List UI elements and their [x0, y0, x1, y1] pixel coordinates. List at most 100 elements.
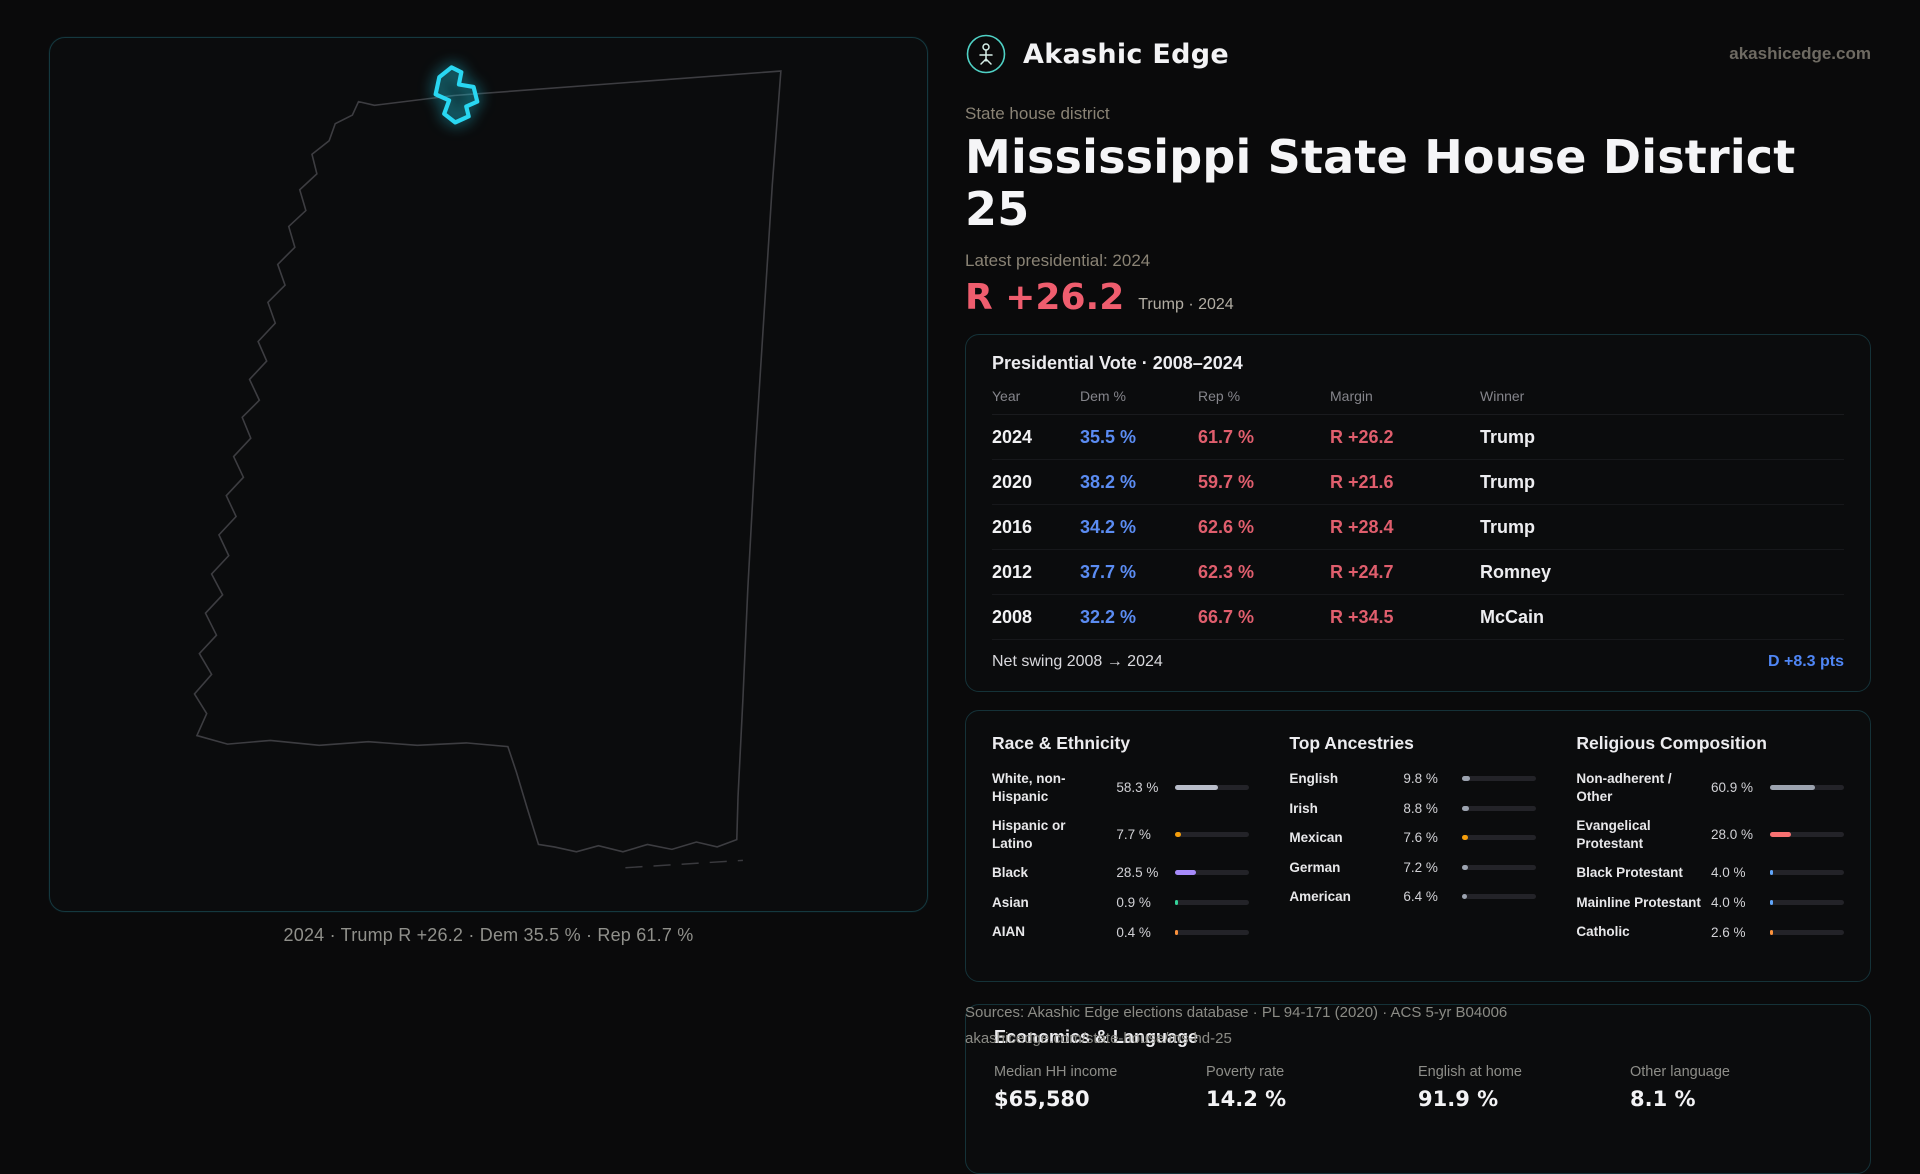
cell-dem: 35.5 %: [1080, 414, 1198, 461]
demo-bar-fill: [1175, 929, 1178, 935]
demo-value: 2.6 %: [1711, 924, 1746, 940]
brand-header: Akashic Edge akashicedge.com: [965, 30, 1871, 78]
page: 2024 · Trump R +26.2 · Dem 35.5 % · Rep …: [49, 34, 1871, 1174]
econ-stat-value: 91.9 %: [1418, 1087, 1499, 1112]
demo-bar: [1462, 894, 1537, 900]
pres-vote-row: 2020 38.2 % 59.7 % R +21.6 Trump: [992, 459, 1844, 506]
economics-title: Economics & Language: [994, 1027, 1199, 1048]
col-header-winner: Winner: [1480, 376, 1844, 416]
demo-value: 28.0 %: [1711, 827, 1754, 843]
pres-vote-row: 2008 32.2 % 66.7 % R +34.5 McCain: [992, 594, 1844, 641]
demo-row: American 6.4 %: [1289, 882, 1537, 912]
econ-stat-label: Other language: [1630, 1064, 1730, 1081]
econ-stat: Poverty rate 14.2 %: [1206, 1064, 1418, 1111]
demo-value: 60.9 %: [1711, 780, 1754, 796]
demo-bar: [1770, 900, 1844, 906]
demo-row: English 9.8 %: [1289, 764, 1537, 794]
demo-label: English: [1289, 771, 1339, 787]
demo-bar-fill: [1770, 870, 1773, 876]
demo-label: Irish: [1289, 800, 1318, 816]
cell-margin: R +28.4: [1330, 504, 1480, 551]
barrier-islands: [625, 859, 743, 869]
demo-bar-fill: [1770, 785, 1816, 791]
cell-winner: Trump: [1480, 414, 1844, 461]
demo-value: 28.5 %: [1116, 865, 1159, 881]
cell-rep: 59.7 %: [1198, 459, 1330, 506]
demo-label: Hispanic or Latino: [992, 818, 1066, 851]
demo-bar-fill: [1175, 832, 1182, 838]
econ-stat-value: 8.1 %: [1630, 1087, 1696, 1112]
headline-margin-sub: Trump · 2024: [1138, 296, 1234, 314]
state-outline: [193, 70, 782, 853]
demo-row: Asian 0.9 %: [992, 888, 1250, 918]
demo-section: Race & Ethnicity White, non-Hispanic 58.3 …: [992, 733, 1250, 963]
cell-margin: R +24.7: [1330, 549, 1480, 596]
brand-name: Akashic Edge: [1023, 38, 1230, 70]
presidential-vote-table: Year Dem % Rep % Margin Winner 2024 35.5 % 61.…: [992, 376, 1844, 641]
sources-permalink[interactable]: akashicedge.com/state-house/ms-hd-25: [965, 1030, 1232, 1047]
demo-label: Black: [992, 865, 1029, 881]
col-header-margin: Margin: [1330, 376, 1480, 416]
demo-bar-fill: [1462, 805, 1469, 811]
demo-row: Irish 8.8 %: [1289, 794, 1537, 824]
demo-value: 9.8 %: [1403, 771, 1438, 787]
demo-bar: [1770, 832, 1844, 838]
demo-section-title: Race & Ethnicity: [992, 733, 1131, 754]
district-map-panel: [49, 37, 928, 912]
domain-link[interactable]: akashicedge.com: [1729, 44, 1871, 63]
cell-year: 2008: [992, 594, 1080, 641]
econ-stat-label: Poverty rate: [1206, 1064, 1285, 1081]
cell-rep: 62.6 %: [1198, 504, 1330, 551]
demo-value: 7.7 %: [1116, 827, 1151, 843]
demo-bar-fill: [1462, 776, 1470, 782]
headline-margin-value: R +26.2: [965, 277, 1125, 319]
demo-bar-fill: [1462, 835, 1468, 841]
demo-bar-fill: [1770, 832, 1791, 838]
demo-bar: [1462, 805, 1537, 811]
demo-section-title: Top Ancestries: [1289, 733, 1414, 754]
demo-bar-fill: [1175, 900, 1178, 906]
demo-value: 8.8 %: [1403, 800, 1438, 816]
demo-label: Asian: [992, 894, 1029, 910]
report-column: Akashic Edge akashicedge.com State house…: [965, 30, 1871, 1174]
demo-row: German 7.2 %: [1289, 853, 1537, 883]
demo-value: 7.2 %: [1403, 859, 1438, 875]
headline-margin-row: R +26.2 Trump · 2024: [965, 277, 1871, 318]
demo-bar: [1175, 870, 1250, 876]
demo-bar: [1175, 900, 1250, 906]
demo-label: Non-adherent / Other: [1576, 771, 1672, 804]
cell-rep: 62.3 %: [1198, 549, 1330, 596]
demo-value: 4.0 %: [1711, 895, 1746, 911]
cell-rep: 61.7 %: [1198, 414, 1330, 461]
demo-row: Evangelical Protestant 28.0 %: [1576, 811, 1844, 858]
cell-year: 2016: [992, 504, 1080, 551]
demo-label: Catholic: [1576, 924, 1630, 940]
demo-row: Black 28.5 %: [992, 858, 1250, 888]
demo-bar: [1462, 835, 1537, 841]
demo-row: AIAN 0.4 %: [992, 917, 1250, 947]
demo-bar-fill: [1462, 864, 1468, 870]
econ-stat-value: $65,580: [994, 1087, 1090, 1112]
economics-stats-row: Median HH income $65,580 Poverty rate 14.2 …: [994, 1064, 1842, 1111]
demo-section-title: Religious Composition: [1576, 733, 1767, 754]
demo-row: Black Protestant 4.0 %: [1576, 858, 1844, 888]
col-header-dem: Dem %: [1080, 376, 1198, 416]
demo-bar: [1770, 870, 1844, 876]
district-type-eyebrow: State house district: [965, 104, 1110, 123]
econ-stat-value: 14.2 %: [1206, 1087, 1287, 1112]
map-caption: 2024 · Trump R +26.2 · Dem 35.5 % · Rep …: [283, 925, 694, 945]
cell-margin: R +34.5: [1330, 594, 1480, 641]
demo-value: 6.4 %: [1403, 889, 1438, 905]
demo-bar: [1175, 929, 1250, 935]
demo-bar: [1175, 785, 1250, 791]
demo-bar: [1770, 929, 1844, 935]
demo-section: Top Ancestries English 9.8 % Irish 8.8 % Mexi…: [1289, 733, 1537, 963]
cell-rep: 66.7 %: [1198, 594, 1330, 641]
demo-row: White, non-Hispanic 58.3 %: [992, 764, 1250, 811]
demo-label: American: [1289, 889, 1351, 905]
demo-row: Non-adherent / Other 60.9 %: [1576, 764, 1844, 811]
demo-section: Religious Composition Non-adherent / Othe…: [1576, 733, 1844, 963]
demo-bar: [1175, 832, 1250, 838]
demographics-card: Race & Ethnicity White, non-Hispanic 58.3 …: [965, 710, 1871, 983]
cell-margin: R +26.2: [1330, 414, 1480, 461]
